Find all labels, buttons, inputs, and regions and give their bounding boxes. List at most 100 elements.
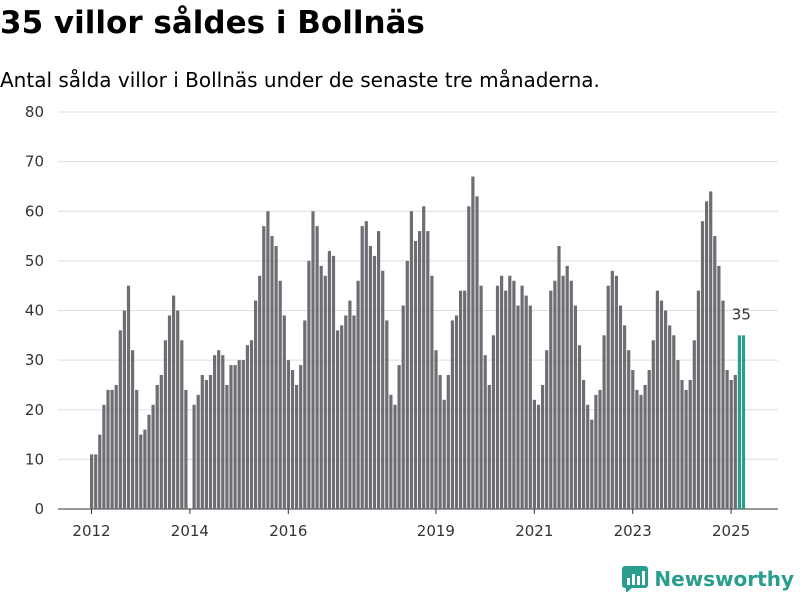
bar [532, 399, 536, 509]
bar [606, 285, 610, 509]
bar [274, 245, 278, 510]
bar [241, 360, 245, 510]
bar [524, 295, 528, 509]
bar [147, 414, 151, 509]
bar [307, 260, 311, 510]
y-tick-label: 0 [34, 500, 44, 518]
bar [672, 335, 676, 509]
bar [135, 389, 139, 509]
bar [430, 275, 434, 509]
bar [348, 300, 352, 509]
y-tick-label: 60 [25, 202, 44, 220]
bar [680, 379, 684, 509]
newsworthy-logo-text: Newsworthy [654, 567, 794, 591]
bar [516, 305, 520, 509]
bar [717, 265, 721, 509]
bar [98, 434, 102, 509]
bar [200, 375, 204, 509]
bar [340, 325, 344, 509]
bar [709, 191, 713, 509]
bar [319, 265, 323, 509]
bar [401, 305, 405, 509]
bar [475, 196, 479, 510]
y-tick-label: 20 [25, 401, 44, 419]
bar [213, 355, 217, 509]
bar [159, 375, 163, 509]
bar [331, 255, 336, 509]
bar [553, 280, 557, 509]
bar [483, 355, 487, 509]
bar [545, 350, 549, 509]
bar [311, 211, 315, 509]
bar [397, 365, 401, 509]
bar [245, 345, 249, 509]
bar [577, 345, 582, 509]
bar [381, 270, 385, 509]
x-tick-label: 2012 [72, 522, 110, 540]
bar [118, 330, 122, 509]
bar [143, 429, 147, 509]
bar [725, 370, 729, 509]
bar [356, 280, 360, 509]
bar [705, 201, 709, 509]
bar [393, 404, 397, 509]
bar [155, 384, 159, 509]
bar [282, 315, 286, 509]
bar [286, 360, 290, 510]
bar [688, 379, 692, 509]
bars [90, 176, 746, 510]
y-axis: 0 10 20 30 40 50 60 70 80 [25, 103, 44, 518]
bar [303, 320, 307, 509]
bar [377, 231, 381, 509]
bar [184, 389, 188, 509]
bar [586, 404, 590, 509]
bar [471, 176, 475, 509]
bar [323, 275, 327, 509]
bar [602, 335, 606, 509]
x-tick-label: 2023 [614, 522, 652, 540]
chart-title: 35 villor såldes i Bollnäs [0, 5, 425, 41]
bar [372, 255, 377, 509]
bar [389, 394, 393, 509]
x-tick-label: 2014 [171, 522, 209, 540]
bar [733, 375, 737, 509]
bar [729, 379, 733, 509]
bar [434, 350, 438, 509]
bar [508, 275, 512, 509]
bar [295, 384, 299, 509]
bar [700, 221, 705, 509]
bar [536, 404, 541, 509]
bar-highlight [741, 335, 746, 509]
bar [487, 384, 491, 509]
bar [405, 260, 409, 510]
bar [422, 206, 426, 510]
bar [299, 365, 303, 509]
bar [208, 375, 213, 509]
bar [254, 300, 258, 509]
bar [131, 350, 135, 509]
bar [614, 275, 618, 509]
bar [258, 275, 262, 509]
bar [192, 404, 196, 509]
bar [450, 320, 454, 509]
bar [454, 315, 459, 509]
bar [266, 211, 270, 509]
bar [110, 389, 114, 509]
bar [504, 290, 508, 509]
bar [237, 360, 241, 510]
bar [106, 389, 110, 509]
bar [721, 300, 725, 509]
bar [204, 379, 208, 509]
y-tick-label: 80 [25, 103, 44, 121]
bar [696, 290, 700, 509]
bar [618, 305, 623, 509]
bar [442, 399, 446, 509]
bar [692, 340, 696, 509]
bar [594, 394, 598, 509]
y-tick-label: 70 [25, 153, 44, 171]
bar [631, 370, 635, 509]
bar [290, 370, 295, 509]
bar [102, 404, 106, 509]
bar [659, 300, 664, 509]
bar [167, 315, 172, 509]
